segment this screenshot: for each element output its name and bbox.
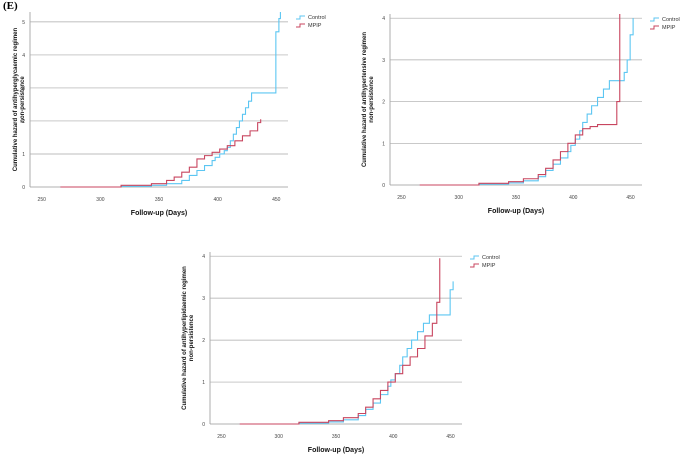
- legend-swatch-mpip: [650, 25, 659, 30]
- legend-swatch-mpip: [296, 23, 305, 28]
- y-tick-label: 5: [22, 20, 25, 26]
- x-tick-label: 450: [446, 434, 455, 440]
- legend-label-control: Control: [482, 255, 500, 261]
- legend-label-mpip: MPIP: [308, 23, 322, 29]
- x-axis-title: Follow-up (Days): [131, 210, 187, 217]
- x-tick-label: 250: [38, 197, 47, 203]
- legend-swatch-control: [470, 255, 479, 260]
- legend-swatch-mpip: [470, 263, 479, 268]
- y-tick-label: 0: [382, 183, 385, 189]
- x-tick-label: 400: [389, 434, 398, 440]
- series-line-mpip: [419, 14, 621, 186]
- series-line-mpip: [60, 119, 262, 188]
- x-tick-label: 400: [569, 195, 578, 201]
- y-tick-label: 2: [382, 100, 385, 106]
- y-tick-label: 2: [202, 338, 205, 344]
- y-tick-label: 1: [382, 141, 385, 147]
- legend-swatch-control: [296, 15, 305, 20]
- figure-label: (E): [3, 0, 18, 12]
- series-line-control: [239, 281, 454, 425]
- y-axis-title-line2: non-persistence: [369, 76, 375, 123]
- x-tick-label: 250: [397, 195, 406, 201]
- chart-panel-1: 0 1 2 3 4 5 250 300 350 400 450 Follow-up (Days) Cum…: [13, 12, 326, 217]
- y-axis-title: Cumulative hazard of antihyperglycaemic …: [13, 27, 19, 171]
- y-axis-title-line2: non-persistence: [20, 76, 26, 123]
- x-tick-label: 450: [626, 195, 635, 201]
- x-tick-label: 350: [155, 197, 164, 203]
- legend-swatch-control: [650, 17, 659, 22]
- x-tick-label: 250: [217, 434, 226, 440]
- legend-label-control: Control: [662, 17, 680, 23]
- y-axis-title-line2: non-persistence: [189, 314, 195, 361]
- y-tick-label: 1: [202, 380, 205, 386]
- y-tick-label: 4: [382, 16, 385, 22]
- legend-label-control: Control: [308, 15, 326, 21]
- y-tick-label: 1: [22, 152, 25, 158]
- legend-label-mpip: MPIP: [482, 263, 496, 269]
- series-line-control: [60, 12, 281, 188]
- y-tick-label: 4: [202, 254, 205, 260]
- x-tick-label: 450: [272, 197, 281, 203]
- legend-label-mpip: MPIP: [662, 25, 676, 31]
- y-axis-title: Cumulative hazard of antihyperlipidaemic…: [182, 266, 188, 410]
- series-line-control: [419, 18, 634, 186]
- x-tick-label: 300: [275, 434, 284, 440]
- x-tick-label: 300: [96, 197, 105, 203]
- y-tick-label: 3: [22, 86, 25, 92]
- y-tick-label: 0: [202, 422, 205, 428]
- x-tick-label: 300: [455, 195, 464, 201]
- y-tick-label: 3: [382, 58, 385, 64]
- x-tick-label: 350: [512, 195, 521, 201]
- y-tick-label: 2: [22, 119, 25, 125]
- chart-panel-3: 0 1 2 3 4 250 300 350 400 450 Follow-up (Days) Cumu…: [182, 252, 500, 454]
- y-tick-label: 0: [22, 185, 25, 191]
- y-tick-label: 3: [202, 296, 205, 302]
- x-axis-title: Follow-up (Days): [308, 447, 364, 454]
- x-axis-title: Follow-up (Days): [488, 208, 544, 215]
- x-tick-label: 400: [213, 197, 222, 203]
- series-line-mpip: [239, 258, 441, 425]
- y-axis-title: Cumulative hazard of antihypertensive re…: [362, 32, 368, 167]
- chart-panel-2: 0 1 2 3 4 250 300 350 400 450 Follow-up (Days) Cumu…: [362, 14, 680, 215]
- x-tick-label: 350: [332, 434, 341, 440]
- y-tick-label: 4: [22, 53, 25, 59]
